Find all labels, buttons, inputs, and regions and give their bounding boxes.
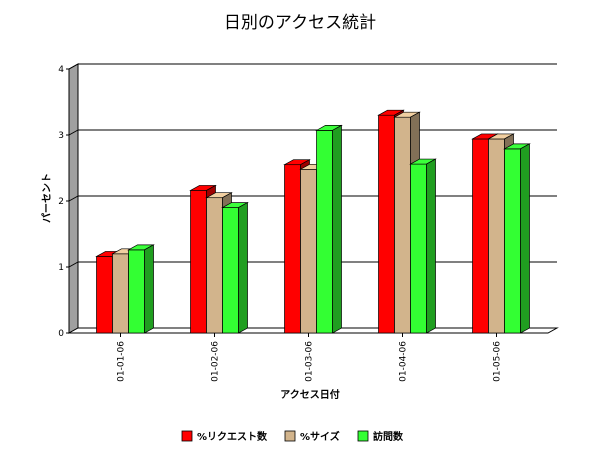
bar-side [332,124,342,334]
grid-line-side [68,261,79,268]
bar-front [410,163,427,334]
x-tick-label: 01-02-06 [211,341,221,382]
y-tick-label: 4 [58,65,64,75]
bar-front [300,168,317,334]
bar-side [520,143,530,334]
bar-front [190,190,207,334]
bar-front [284,164,301,334]
legend: %リクエスト数 %サイズ 訪問数 [181,430,404,443]
chart-title: 日別のアクセス統計 [224,13,376,33]
y-tick-label: 1 [58,263,64,273]
y-tick-label: 0 [58,329,64,339]
bar-front [222,207,239,334]
grid-line-side [68,63,79,70]
bar-front [488,138,505,334]
legend-item: %リクエスト数 [181,430,268,443]
x-tick-label: 01-03-06 [305,341,315,382]
bar [315,124,343,334]
bar-front [316,130,333,334]
bar [127,244,155,334]
x-tick-label: 01-04-06 [399,341,409,382]
y-tick-label: 3 [58,131,64,141]
legend-label: %サイズ [300,430,340,443]
bar-front [378,114,395,334]
legend-item: %サイズ [284,430,340,443]
x-axis-ticks: 01-01-06 01-02-06 01-03-06 01-04-06 01-05-06 [117,333,503,382]
grid-line-side [68,195,79,202]
grid-line-side [68,129,79,136]
x-axis-label: アクセス日付 [280,388,340,401]
legend-swatch [357,430,369,442]
bar [221,202,249,334]
bar-front [112,253,129,334]
bar-front [472,138,489,334]
x-tick-label: 01-01-06 [117,341,127,382]
legend-label: %リクエスト数 [197,430,268,443]
legend-label: 訪問数 [373,430,404,443]
x-tick-label: 01-05-06 [493,341,503,382]
bars [95,109,531,334]
bar-side [238,202,248,334]
legend-item: 訪問数 [357,430,404,443]
bar [503,143,531,334]
bar [409,158,437,334]
bar-side [426,158,436,334]
legend-swatch [284,430,296,442]
y-tick-label: 2 [58,197,64,207]
bar-front [394,116,411,334]
bar-front [206,197,223,334]
bar-front [96,256,113,334]
y-axis-ticks: 0 1 2 3 4 [58,65,69,339]
bar-front [504,148,521,334]
y-axis-label: パーセント [41,173,53,223]
bar-front [128,249,145,334]
legend-swatch [181,430,193,442]
bar-side [144,244,154,334]
